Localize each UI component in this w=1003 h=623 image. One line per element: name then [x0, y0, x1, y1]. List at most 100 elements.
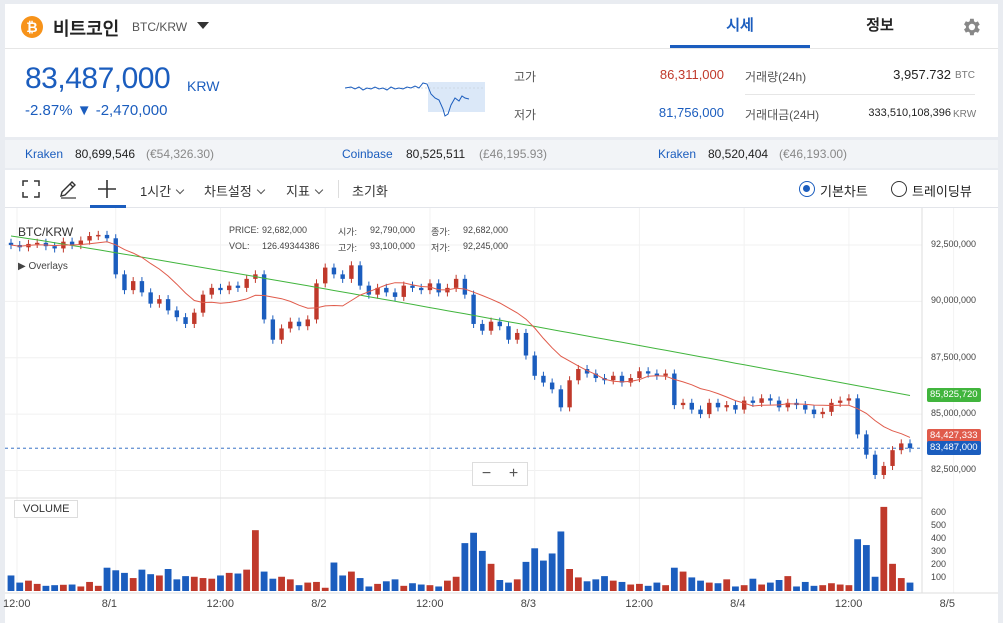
- candle-body: [837, 400, 843, 403]
- volume-bar: [819, 585, 827, 591]
- ohlc-low: 92,245,000: [463, 241, 509, 251]
- candle-body: [270, 319, 276, 340]
- price-chart[interactable]: BTC/KRW ▶ Overlays PRICE: 92,682,000 VOL…: [3, 208, 998, 623]
- volume-bar: [269, 578, 277, 591]
- candle-body: [78, 240, 84, 246]
- interval-select[interactable]: 1시간: [140, 181, 185, 200]
- volume-bar: [199, 578, 207, 591]
- volume-bar: [25, 580, 32, 591]
- ohlc-price: 92,682,000: [262, 225, 308, 235]
- x-tick-label: 12:00: [206, 598, 234, 610]
- pair-dropdown-icon[interactable]: [197, 22, 209, 29]
- tab-info[interactable]: 정보: [866, 17, 894, 34]
- exchange-name[interactable]: Kraken: [658, 147, 697, 161]
- interval-label: 1시간: [140, 184, 172, 199]
- overlays-toggle[interactable]: ▶ Overlays: [18, 261, 68, 272]
- reset-button[interactable]: 초기화: [352, 184, 388, 199]
- candle-body: [410, 285, 415, 288]
- zoom-out-button[interactable]: −: [481, 465, 492, 482]
- volume-bar: [313, 581, 320, 591]
- candle-body: [87, 236, 92, 241]
- amount-24h-label: 거래대금(24H): [745, 108, 820, 122]
- candle-body: [340, 274, 345, 279]
- candle-body: [541, 375, 546, 383]
- candle-body: [506, 326, 511, 340]
- candle-body: [8, 242, 14, 246]
- volume-bar: [574, 577, 582, 591]
- stat-divider: [745, 94, 975, 95]
- volume-24h-value: 3,957.732: [893, 67, 951, 82]
- fullscreen-icon[interactable]: [21, 179, 41, 199]
- volume-bar: [225, 572, 233, 591]
- amount-24h-unit: KRW: [953, 109, 977, 120]
- candlestick-chart-svg[interactable]: [5, 208, 998, 623]
- toolbar-divider: [338, 180, 339, 198]
- candle-body: [200, 294, 206, 313]
- chart-settings-menu[interactable]: 차트설정: [204, 181, 266, 200]
- crosshair-icon[interactable]: [97, 179, 117, 199]
- ohlc-vol-label: VOL:: [229, 241, 250, 251]
- x-tick-label: 12:00: [415, 598, 444, 610]
- exchange-price: 80,520,404: [708, 147, 769, 161]
- y-tick-label: 92,500,000: [931, 239, 977, 250]
- current-price-tag: 83,487,000: [927, 441, 981, 456]
- volume-bar: [487, 563, 495, 591]
- volume-bar: [836, 584, 844, 591]
- volume-bar: [548, 553, 556, 591]
- volume-bar: [86, 581, 93, 591]
- candle-body: [384, 287, 389, 293]
- x-tick-label: 8/3: [520, 598, 536, 610]
- candle-body: [34, 242, 40, 245]
- candle-body: [419, 287, 424, 291]
- candle-body: [218, 287, 223, 291]
- volume-24h-label: 거래량(24h): [745, 70, 807, 84]
- tradingview-label[interactable]: 트레이딩뷰: [912, 184, 972, 199]
- tradingview-radio[interactable]: [891, 181, 907, 197]
- ohlc-close: 92,682,000: [463, 225, 509, 235]
- candle-body: [401, 285, 406, 297]
- volume-bar: [243, 569, 251, 591]
- volume-bar: [400, 585, 408, 591]
- exchange-name[interactable]: Coinbase: [342, 147, 393, 161]
- volume-bar: [339, 575, 347, 591]
- basic-chart-label[interactable]: 기본차트: [820, 184, 868, 199]
- volume-bar: [77, 586, 85, 591]
- exchange-price-foreign: (€46,193.00): [779, 147, 848, 161]
- volume-bar: [470, 532, 477, 591]
- x-tick-label: 12:00: [3, 598, 31, 610]
- candle-body: [497, 321, 502, 327]
- basic-chart-radio[interactable]: [799, 181, 815, 197]
- volume-pane-label: VOLUME: [14, 500, 79, 518]
- candle-body: [279, 328, 284, 340]
- ma-short-price-tag: 84,427,333: [927, 429, 981, 444]
- zoom-in-button[interactable]: +: [508, 465, 519, 482]
- price-unit: KRW: [187, 78, 220, 94]
- volume-bar: [42, 585, 50, 591]
- ohlc-vol: 126.49344386: [262, 241, 320, 251]
- active-tool-indicator: [90, 205, 126, 208]
- volume-bar: [409, 583, 416, 591]
- candle-body: [515, 332, 520, 340]
- coin-name: 비트코인: [53, 19, 120, 39]
- volume-bar: [906, 582, 914, 591]
- moving-averages: [10, 235, 911, 438]
- ohlc-high: 93,100,000: [370, 241, 416, 251]
- volume-bar: [705, 582, 713, 591]
- candle-body: [820, 411, 825, 415]
- pencil-icon[interactable]: [58, 179, 78, 199]
- indicators-menu[interactable]: 지표: [286, 181, 324, 200]
- tab-price[interactable]: 시세: [670, 4, 810, 48]
- current-price: 83,487,000: [25, 62, 171, 95]
- volume-bar: [801, 581, 809, 591]
- volume-bar: [496, 580, 504, 591]
- exchange-name[interactable]: Kraken: [25, 147, 64, 161]
- x-tick-label: 12:00: [625, 598, 653, 610]
- exchange-price-foreign: (€54,326.30): [146, 147, 215, 161]
- volume-bar: [862, 545, 870, 591]
- volume-bar: [714, 583, 722, 591]
- gear-icon[interactable]: [960, 16, 982, 38]
- volume-24h-unit: BTC: [955, 70, 975, 81]
- candle-body: [645, 371, 651, 374]
- volume-bar: [592, 579, 600, 591]
- candle-body: [261, 274, 267, 320]
